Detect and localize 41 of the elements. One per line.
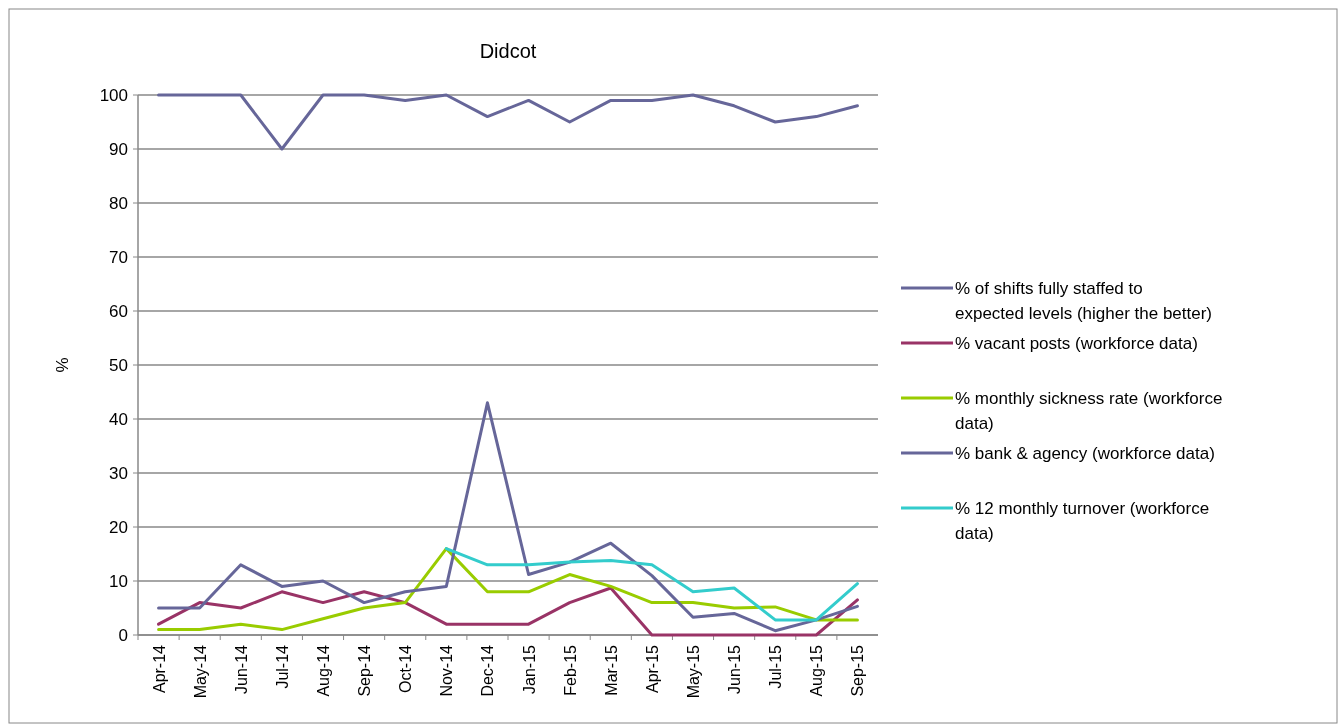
y-tick-label: 10	[109, 572, 128, 591]
line-series	[157, 401, 859, 633]
line-series	[157, 93, 859, 151]
line-series	[444, 547, 859, 622]
y-tick-label: 80	[109, 194, 128, 213]
x-tick-label: Aug-14	[315, 644, 332, 697]
legend-label: % bank & agency (workforce data)	[955, 444, 1215, 463]
y-axis-title: %	[53, 357, 72, 373]
x-tick-label: Sep-15	[849, 644, 867, 697]
x-tick-label: Feb-15	[561, 644, 579, 696]
y-tick-label: 30	[109, 464, 128, 483]
legend-label: % monthly sickness rate (workforce data)	[955, 389, 1223, 433]
x-tick-label: Apr-15	[643, 644, 661, 694]
x-tick-label: May-15	[685, 644, 702, 699]
x-tick-label: May-14	[191, 644, 209, 699]
x-tick-label: Jun-15	[726, 644, 744, 694]
x-tick-label: Jun-14	[232, 644, 250, 694]
x-tick-label: Nov-14	[438, 644, 456, 697]
chart-title: Didcot	[479, 40, 537, 62]
y-tick-label: 40	[109, 410, 128, 429]
line-series	[157, 586, 859, 637]
y-tick-label: 20	[109, 518, 128, 537]
y-tick-label: 100	[99, 86, 128, 105]
x-tick-label: Sep-14	[356, 644, 374, 697]
x-tick-label: Dec-14	[479, 644, 497, 697]
y-tick-label: 60	[109, 302, 128, 321]
x-tick-label: Oct-14	[397, 644, 415, 694]
x-tick-label: Jan-15	[520, 644, 538, 694]
y-tick-label: 50	[109, 356, 128, 375]
x-tick-label: Apr-14	[150, 644, 168, 694]
x-tick-label: Jul-15	[767, 644, 785, 689]
legend-label: % of shifts fully staffed to expected levels (higher the better)	[955, 279, 1213, 323]
y-tick-label: 70	[109, 248, 128, 267]
y-tick-label: 90	[109, 140, 128, 159]
x-tick-label: Aug-15	[808, 644, 826, 697]
legend-label: % 12 monthly turnover (workforce data)	[955, 499, 1210, 543]
x-tick-label: Jul-14	[273, 644, 291, 689]
line-series	[157, 547, 859, 632]
x-tick-label: Mar-15	[602, 644, 620, 696]
y-tick-label: 0	[118, 626, 128, 645]
legend-label: % vacant posts (workforce data)	[955, 334, 1198, 353]
